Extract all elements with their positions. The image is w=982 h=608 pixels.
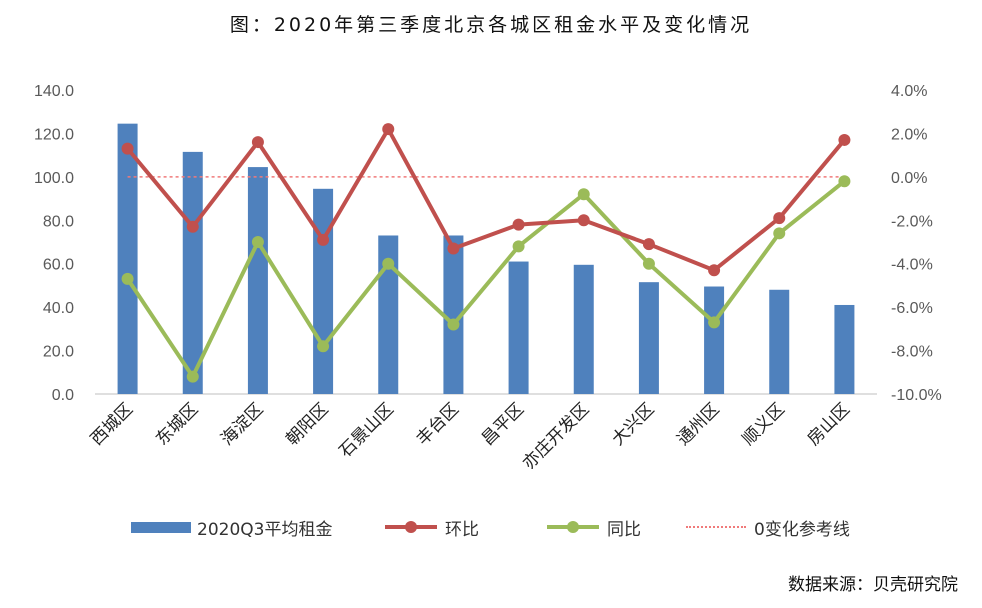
point-yoy [447,318,460,331]
bar [638,282,659,394]
y-left-tick-label: 80.0 [43,213,74,230]
legend-item-rent: 2020Q3平均租金 [131,512,332,542]
y-left-tick-label: 120.0 [34,126,74,143]
point-yoy [251,236,264,248]
x-tick-label: 大兴区 [608,399,658,449]
point-mom [447,242,460,255]
point-yoy [773,227,786,240]
x-tick-label: 西城区 [87,399,137,449]
bar [573,264,594,394]
x-tick-label: 朝阳区 [282,399,332,449]
legend-label-mom: 环比 [445,519,479,540]
point-mom [577,214,590,227]
point-mom [317,233,330,246]
point-yoy [838,175,851,188]
point-yoy [317,340,330,353]
y-left-tick-label: 140.0 [34,83,74,100]
point-mom [642,238,655,251]
point-yoy [512,240,525,253]
point-mom [382,123,395,136]
point-mom [708,264,721,277]
bar [182,151,203,394]
point-mom [512,218,525,231]
legend-swatch-ref [686,526,746,528]
y-left-tick-label: 40.0 [43,300,74,317]
point-yoy [121,272,134,285]
y-right-tick-label: 4.0% [891,83,927,100]
bar [769,289,790,394]
y-left-tick-label: 100.0 [34,170,74,187]
point-mom [121,142,134,155]
point-mom [251,136,264,149]
legend-swatch-mom [385,521,437,533]
legend-swatch-bar [131,521,191,533]
y-left-tick-label: 20.0 [43,344,74,361]
combo-chart: 0.0 20.0 40.0 60.0 80.0 100.0 120.0 140.0 -10.0%… [34,83,942,474]
x-tick-label: 海淀区 [217,399,267,449]
point-yoy [708,316,721,329]
x-tick-label: 亦庄开发区 [519,399,593,473]
point-mom [773,212,786,225]
x-tick-label: 石景山区 [336,399,398,461]
legend: 2020Q3平均租金 环比 同比 0变化参考线 [0,512,982,542]
point-yoy [382,257,395,270]
bar [313,188,334,394]
point-yoy [186,370,199,383]
point-mom [838,133,851,146]
bar [704,286,725,394]
y-right-tick-label: 2.0% [891,126,927,143]
series-line-mom [125,127,847,273]
bar [443,235,464,394]
bar [834,304,855,394]
point-yoy [577,188,590,201]
series-line-yoy [125,179,847,379]
y-right-tick-label: -6.0% [891,300,933,317]
legend-item-ref: 0变化参考线 [686,512,850,542]
y-left-tick-label: 60.0 [43,257,74,274]
bar [508,261,529,394]
y-right-tick-label: -2.0% [891,213,933,230]
point-mom [186,220,199,233]
chart-title: 图：2020年第三季度北京各城区租金水平及变化情况 [229,14,753,36]
bar [117,123,138,395]
y-right-tick-label: -10.0% [891,387,942,404]
x-tick-label: 顺义区 [739,399,789,449]
x-tick-label: 房山区 [804,399,854,449]
data-source: 数据来源：贝壳研究院 [788,575,958,595]
bar [247,167,268,394]
x-tick-label: 通州区 [673,399,723,449]
y-left-tick-label: 0.0 [52,387,74,404]
y-right-tick-label: -4.0% [891,257,933,274]
x-tick-label: 东城区 [152,399,202,449]
legend-item-yoy: 同比 [547,512,641,542]
x-tick-label: 丰台区 [413,399,463,449]
y-right-tick-label: -8.0% [891,344,933,361]
x-tick-label: 昌平区 [478,399,528,449]
legend-label-yoy: 同比 [607,519,641,540]
legend-label-ref: 0变化参考线 [754,519,850,540]
legend-swatch-yoy [547,521,599,533]
bar [378,235,399,394]
y-right-tick-label: 0.0% [891,170,927,187]
legend-item-mom: 环比 [385,512,479,542]
point-yoy [642,257,655,270]
legend-label-rent: 2020Q3平均租金 [197,519,333,540]
